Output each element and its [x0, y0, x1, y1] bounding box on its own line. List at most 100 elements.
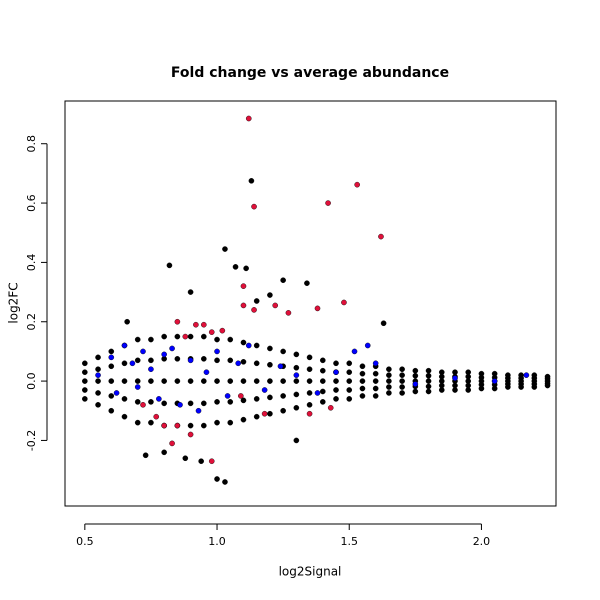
- point: [267, 394, 273, 401]
- point: [319, 357, 326, 364]
- point: [222, 246, 228, 252]
- point: [253, 360, 260, 367]
- point: [319, 388, 326, 395]
- point: [386, 390, 392, 396]
- point: [412, 372, 419, 379]
- point: [161, 422, 167, 429]
- point: [248, 178, 255, 184]
- point: [148, 378, 154, 384]
- point: [129, 360, 136, 367]
- point: [187, 422, 194, 429]
- y-tick-label: 0.6: [25, 194, 38, 212]
- point: [412, 367, 419, 374]
- point: [108, 378, 115, 384]
- point: [174, 378, 181, 384]
- point: [134, 419, 141, 426]
- point: [518, 372, 524, 378]
- point: [240, 359, 247, 365]
- point: [359, 370, 366, 377]
- point: [306, 410, 313, 417]
- point: [187, 378, 194, 384]
- point: [240, 378, 247, 384]
- point: [359, 363, 366, 370]
- point: [251, 307, 257, 313]
- point: [399, 384, 405, 390]
- point: [425, 378, 432, 384]
- point: [166, 262, 173, 269]
- point: [399, 366, 405, 373]
- point: [161, 449, 167, 456]
- point: [121, 413, 128, 420]
- point: [293, 351, 300, 358]
- point: [285, 310, 292, 316]
- point: [214, 348, 220, 355]
- point: [240, 397, 247, 404]
- point: [161, 378, 167, 384]
- point: [523, 372, 530, 378]
- point: [359, 385, 366, 392]
- point: [359, 378, 366, 384]
- point: [372, 360, 379, 367]
- point: [306, 390, 313, 396]
- point: [346, 360, 353, 367]
- point: [346, 369, 353, 375]
- point: [491, 378, 498, 384]
- y-tick-label: 0.8: [25, 135, 38, 153]
- point: [399, 372, 405, 378]
- point: [425, 383, 432, 390]
- point: [243, 265, 249, 272]
- point: [531, 372, 538, 378]
- point: [293, 437, 300, 444]
- point: [293, 372, 300, 378]
- point: [214, 399, 220, 405]
- point: [148, 357, 154, 364]
- point: [95, 402, 101, 408]
- point: [201, 333, 207, 340]
- point: [148, 399, 154, 405]
- point: [380, 320, 387, 327]
- x-axis-label: log2Signal: [279, 565, 342, 579]
- point: [452, 369, 458, 375]
- point: [95, 372, 101, 378]
- point: [124, 318, 130, 325]
- point: [306, 354, 313, 361]
- point: [177, 402, 183, 408]
- point: [182, 333, 189, 340]
- point: [238, 393, 244, 399]
- point: [108, 407, 115, 414]
- point: [140, 348, 146, 355]
- point: [187, 400, 194, 407]
- point: [412, 381, 419, 387]
- point: [372, 393, 379, 399]
- point: [222, 479, 228, 485]
- chart-title: Fold change vs average abundance: [171, 65, 449, 81]
- point: [203, 369, 210, 375]
- point: [95, 366, 101, 373]
- x-tick-label: 1.0: [208, 535, 226, 548]
- point: [267, 378, 273, 384]
- point: [306, 402, 313, 408]
- point: [174, 318, 181, 325]
- point: [82, 369, 88, 375]
- point: [232, 264, 239, 270]
- point: [346, 378, 353, 384]
- point: [240, 283, 247, 289]
- point: [293, 378, 300, 384]
- point: [253, 413, 260, 420]
- point: [240, 416, 247, 423]
- point: [82, 396, 88, 402]
- point: [267, 361, 273, 368]
- point: [108, 348, 115, 355]
- point: [201, 356, 207, 362]
- point: [319, 367, 326, 374]
- point: [219, 327, 226, 334]
- point: [214, 476, 220, 482]
- point: [227, 336, 234, 343]
- point: [187, 333, 194, 340]
- point: [333, 369, 339, 375]
- point: [351, 348, 358, 355]
- y-tick-label: -0.2: [25, 430, 38, 451]
- point: [198, 458, 204, 464]
- point: [425, 388, 432, 395]
